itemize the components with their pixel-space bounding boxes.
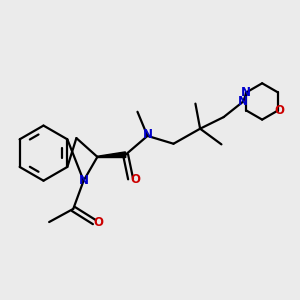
Text: N: N: [79, 174, 88, 187]
Text: O: O: [274, 104, 284, 117]
Text: N: N: [238, 95, 248, 108]
Text: N: N: [241, 86, 251, 99]
Polygon shape: [97, 152, 126, 158]
Text: N: N: [142, 128, 152, 142]
Text: O: O: [130, 173, 140, 186]
Text: O: O: [93, 216, 103, 229]
